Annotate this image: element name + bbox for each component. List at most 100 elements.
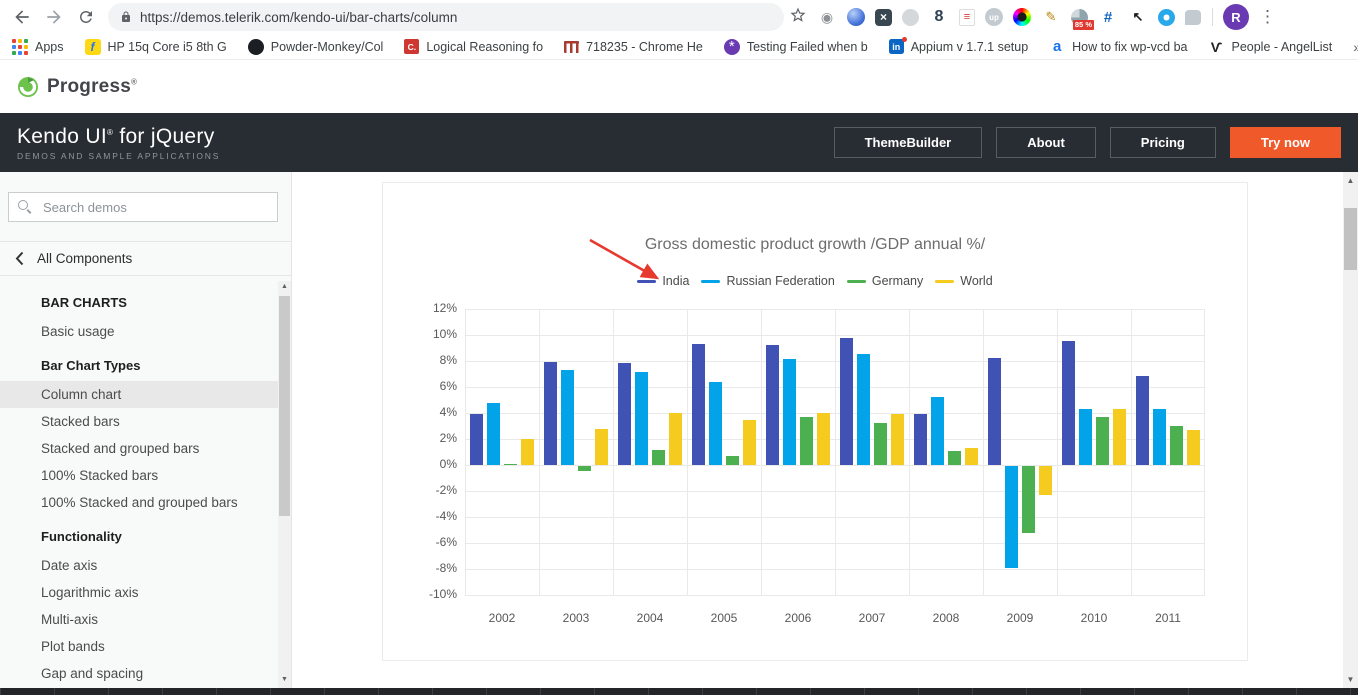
colorwheel-extension-icon[interactable] — [1013, 8, 1031, 26]
search-box[interactable] — [8, 192, 278, 222]
bar-russian-federation-2007[interactable] — [857, 354, 870, 465]
address-bar[interactable]: https://demos.telerik.com/kendo-ui/bar-c… — [108, 3, 784, 31]
sidebar-item-basic-usage[interactable]: Basic usage — [41, 324, 115, 339]
bar-india-2006[interactable] — [766, 345, 779, 465]
scroll-down-icon[interactable]: ▼ — [1346, 675, 1355, 684]
bar-world-2005[interactable] — [743, 420, 756, 465]
sidebar-item-logarithmic-axis[interactable]: Logarithmic axis — [41, 585, 139, 600]
kendo-brand[interactable]: Kendo UI® for jQuery DEMOS AND SAMPLE AP… — [17, 124, 221, 161]
back-icon[interactable] — [9, 4, 35, 30]
sidebar-item-stacked-and-grouped-bars[interactable]: Stacked and grouped bars — [41, 441, 200, 456]
progress-wordmark[interactable]: Progress® — [47, 75, 138, 97]
bar-world-2004[interactable] — [669, 413, 682, 465]
bar-germany-2009[interactable] — [1022, 466, 1035, 533]
bar-russian-federation-2011[interactable] — [1153, 409, 1166, 465]
bar-germany-2007[interactable] — [874, 423, 887, 465]
seo-extension-icon[interactable]: ≡ — [959, 8, 975, 26]
bar-india-2010[interactable] — [1062, 341, 1075, 465]
bar-russian-federation-2003[interactable] — [561, 370, 574, 465]
about-button[interactable]: About — [996, 127, 1096, 158]
bookmark-logical-reasoning-fo[interactable]: C. Logical Reasoning fo — [404, 39, 543, 54]
all-components-link[interactable]: All Components — [0, 241, 291, 276]
scroll-up-icon[interactable]: ▲ — [281, 283, 288, 290]
xycursor-extension-icon[interactable]: ↖ — [1132, 9, 1144, 24]
bar-russian-federation-2008[interactable] — [931, 397, 944, 465]
bookmark-apps[interactable]: Apps — [12, 38, 64, 55]
bookmark-powder-monkey-col[interactable]: Powder-Monkey/Col — [247, 38, 383, 55]
legend-item-world[interactable]: World — [935, 274, 993, 288]
chat-extension-icon[interactable] — [1185, 9, 1201, 25]
scroll-down-icon[interactable]: ▼ — [281, 676, 288, 683]
bar-russian-federation-2010[interactable] — [1079, 409, 1092, 465]
forward-icon[interactable] — [41, 4, 67, 30]
sidebar-item-100-stacked-and-grouped-bars[interactable]: 100% Stacked and grouped bars — [41, 495, 238, 510]
bar-india-2002[interactable] — [470, 414, 483, 465]
legend-item-russian-federation[interactable]: Russian Federation — [701, 274, 835, 288]
bar-russian-federation-2006[interactable] — [783, 359, 796, 465]
bar-germany-2004[interactable] — [652, 450, 665, 465]
up-extension-icon[interactable]: up — [985, 8, 1003, 26]
bookmark-star-icon[interactable] — [789, 6, 807, 29]
legend-item-india[interactable]: India — [637, 274, 689, 288]
bar-russian-federation-2009[interactable] — [1005, 466, 1018, 568]
bar-germany-2005[interactable] — [726, 456, 739, 465]
page-scrollbar[interactable]: ▲ ▼ — [1343, 172, 1358, 688]
scroll-up-icon[interactable]: ▲ — [1346, 176, 1355, 185]
profile-avatar[interactable]: R — [1223, 4, 1249, 30]
figure8-extension-icon[interactable]: 8 — [934, 8, 944, 25]
bookmark-people-angellist[interactable]: Ѵ People - AngelList — [1208, 39, 1332, 55]
bar-india-2008[interactable] — [914, 414, 927, 465]
bar-world-2010[interactable] — [1113, 409, 1126, 465]
bar-india-2003[interactable] — [544, 362, 557, 465]
bar-russian-federation-2005[interactable] — [709, 382, 722, 465]
legend-item-germany[interactable]: Germany — [846, 274, 923, 288]
sidebar-scrollbar[interactable]: ▲ ▼ — [278, 281, 291, 688]
bar-india-2005[interactable] — [692, 344, 705, 465]
notes-extension-icon[interactable]: ✎ — [1045, 9, 1057, 24]
sidebar-item-stacked-bars[interactable]: Stacked bars — [41, 414, 120, 429]
bar-germany-2006[interactable] — [800, 417, 813, 465]
bar-world-2007[interactable] — [891, 414, 904, 465]
bar-world-2009[interactable] — [1039, 466, 1052, 495]
sidebar-item-multi-axis[interactable]: Multi-axis — [41, 612, 99, 627]
x-extension-icon[interactable]: × — [875, 8, 892, 26]
bar-world-2006[interactable] — [817, 413, 830, 465]
bar-germany-2010[interactable] — [1096, 417, 1109, 465]
bar-india-2009[interactable] — [988, 358, 1001, 465]
pricing-button[interactable]: Pricing — [1109, 127, 1216, 158]
menu-kebab-icon[interactable]: ⋮ — [1259, 7, 1276, 26]
bar-india-2007[interactable] — [840, 338, 853, 465]
page-scrollbar-thumb[interactable] — [1344, 208, 1357, 270]
bar-world-2008[interactable] — [965, 448, 978, 465]
bookmark-appium-v-1-7-1-setup[interactable]: in Appium v 1.7.1 setup — [888, 37, 1028, 54]
crop-extension-icon[interactable]: # — [1103, 8, 1113, 26]
bar-world-2003[interactable] — [595, 429, 608, 465]
bar-world-2011[interactable] — [1187, 430, 1200, 465]
bookmark-testing-failed-when-b[interactable]: * Testing Failed when b — [723, 38, 868, 55]
bar-russian-federation-2002[interactable] — [487, 403, 500, 465]
bar-germany-2002[interactable] — [504, 464, 517, 465]
bar-germany-2011[interactable] — [1170, 426, 1183, 465]
sidebar-scrollbar-thumb[interactable] — [279, 296, 290, 516]
bookmark-718235-chrome-he[interactable]: 718235 - Chrome He — [564, 40, 703, 54]
bar-germany-2008[interactable] — [948, 451, 961, 465]
bar-germany-2003[interactable] — [578, 466, 591, 471]
oval-extension-icon[interactable] — [902, 8, 919, 26]
try-now-button[interactable]: Try now — [1229, 127, 1341, 158]
bookmark-hp-15q-core-i5-8th-g[interactable]: f HP 15q Core i5 8th G — [84, 38, 227, 55]
eye-extension-icon[interactable] — [1158, 8, 1175, 26]
globe-extension-icon[interactable] — [847, 8, 865, 26]
bar-india-2011[interactable] — [1136, 376, 1149, 465]
reload-icon[interactable] — [73, 4, 99, 30]
sidebar-item-column-chart[interactable]: Column chart — [0, 381, 291, 408]
sidebar-item-date-axis[interactable]: Date axis — [41, 558, 98, 573]
sidebar-item-100-stacked-bars[interactable]: 100% Stacked bars — [41, 468, 159, 483]
camera-extension-icon[interactable]: ◉ — [820, 8, 834, 25]
bookmark-how-to-fix-wp-vcd-ba[interactable]: a How to fix wp-vcd ba — [1049, 38, 1188, 55]
bar-india-2004[interactable] — [618, 363, 631, 465]
sidebar-item-gap-and-spacing[interactable]: Gap and spacing — [41, 666, 144, 681]
pie-extension-icon[interactable]: 85 % — [1071, 8, 1094, 30]
search-input[interactable] — [41, 198, 268, 216]
bar-world-2002[interactable] — [521, 439, 534, 465]
sidebar-item-plot-bands[interactable]: Plot bands — [41, 639, 105, 654]
